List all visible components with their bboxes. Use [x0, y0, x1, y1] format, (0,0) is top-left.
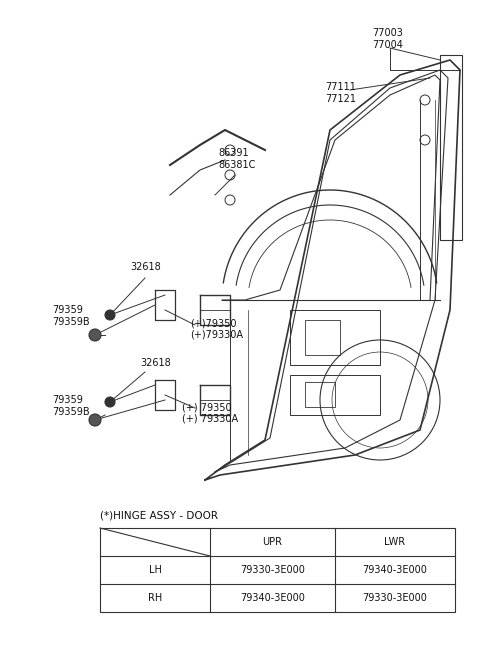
Text: 77003
77004: 77003 77004: [372, 28, 403, 50]
Text: (*)HINGE ASSY - DOOR: (*)HINGE ASSY - DOOR: [100, 510, 218, 520]
Circle shape: [89, 414, 101, 426]
Text: RH: RH: [148, 593, 162, 603]
Text: 79340-3E000: 79340-3E000: [240, 593, 305, 603]
Text: 79340-3E000: 79340-3E000: [362, 565, 427, 575]
Text: LH: LH: [149, 565, 161, 575]
Circle shape: [89, 329, 101, 341]
Text: (+)79350
(+)79330A: (+)79350 (+)79330A: [190, 318, 243, 340]
Text: UPR: UPR: [263, 537, 283, 547]
Bar: [305, 382, 335, 407]
Text: 79359
79359B: 79359 79359B: [52, 395, 90, 417]
Circle shape: [105, 397, 115, 407]
Circle shape: [105, 310, 115, 320]
Text: 79330-3E000: 79330-3E000: [240, 565, 305, 575]
Text: 32618: 32618: [140, 358, 171, 368]
Bar: [290, 375, 380, 415]
Text: 79330-3E000: 79330-3E000: [362, 593, 427, 603]
Bar: [100, 528, 455, 612]
Text: 32618: 32618: [130, 262, 161, 272]
Text: 86391
86381C: 86391 86381C: [218, 148, 255, 170]
Bar: [305, 320, 340, 355]
Text: (+) 79350
(+) 79330A: (+) 79350 (+) 79330A: [182, 402, 238, 424]
Text: 77111
77121: 77111 77121: [325, 82, 356, 104]
Text: LWR: LWR: [384, 537, 406, 547]
Bar: [290, 310, 380, 365]
Text: 79359
79359B: 79359 79359B: [52, 305, 90, 327]
